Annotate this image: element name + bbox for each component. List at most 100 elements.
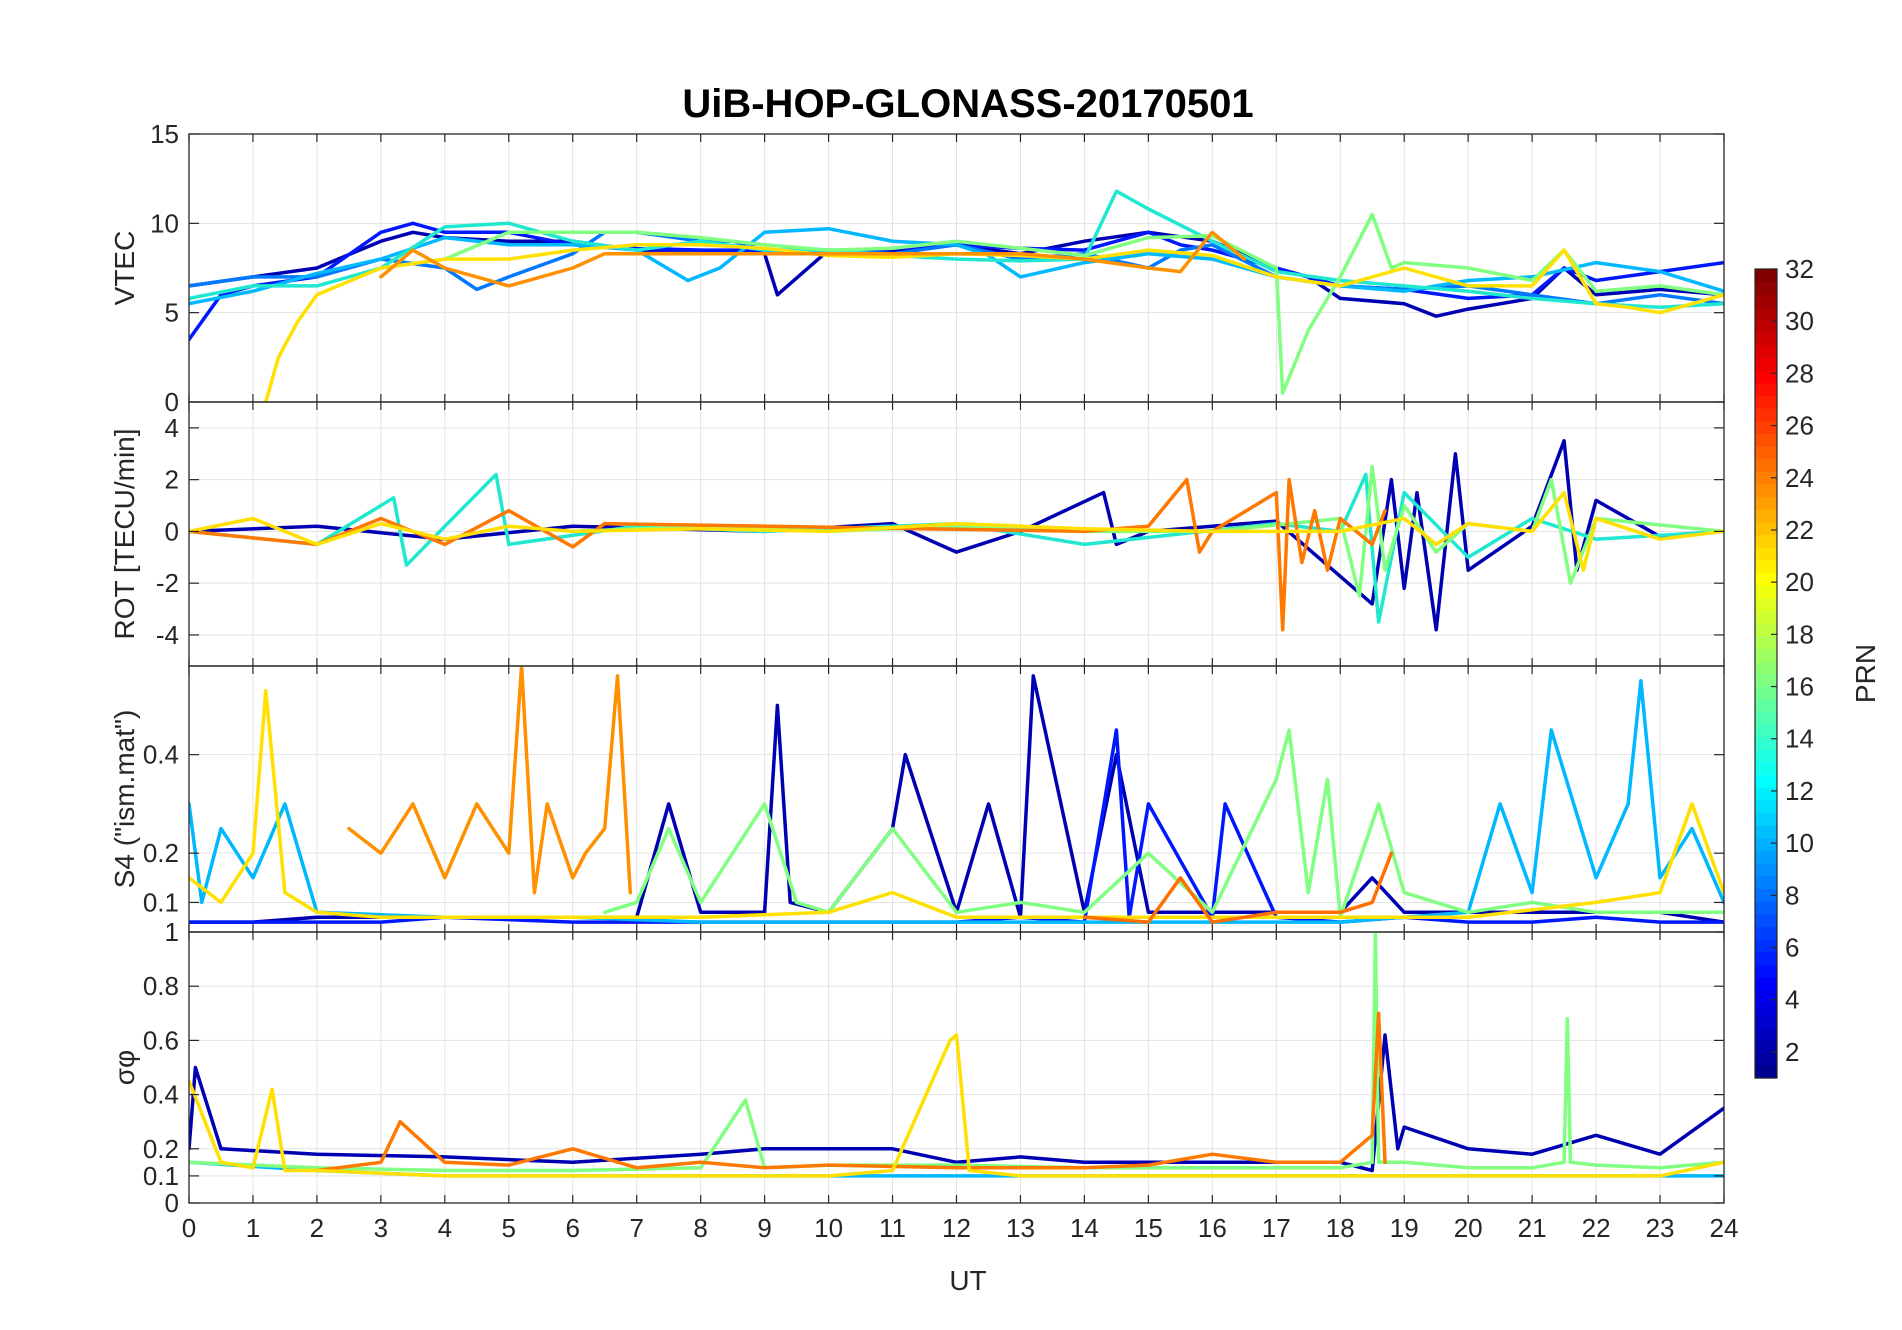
y-tick-label: 0.2: [143, 1134, 179, 1164]
colorbar-swatch: [1755, 547, 1777, 561]
colorbar-tick-label: 2: [1785, 1037, 1799, 1067]
colorbar-swatch: [1755, 913, 1777, 927]
series-group: [189, 932, 1724, 1178]
series-prn-23: [379, 230, 1247, 288]
colorbar-swatch: [1755, 989, 1777, 1003]
x-axis-label: UT: [949, 1265, 986, 1296]
colorbar-swatch: [1755, 294, 1777, 308]
colorbar-swatch: [1755, 901, 1777, 915]
colorbar-swatch: [1755, 395, 1777, 409]
y-tick-label: 0.1: [143, 887, 179, 917]
colorbar-tick-label: 24: [1785, 463, 1814, 493]
colorbar-swatch: [1755, 521, 1777, 536]
y-tick-label: 0: [165, 1188, 179, 1218]
colorbar-swatch: [1755, 585, 1777, 599]
series-prn-23: [189, 477, 1387, 632]
colorbar-swatch: [1755, 825, 1777, 839]
x-tick-label: 16: [1198, 1213, 1227, 1243]
x-tick-label: 20: [1454, 1213, 1483, 1243]
colorbar-swatch: [1755, 1014, 1777, 1029]
x-tick-label: 8: [693, 1213, 707, 1243]
colorbar-tick-label: 16: [1785, 672, 1814, 702]
chart-title: UiB-HOP-GLONASS-20170501: [682, 82, 1253, 126]
colorbar-swatch: [1755, 888, 1777, 902]
y-tick-label: 0.2: [143, 838, 179, 868]
colorbar-tick-label: 20: [1785, 567, 1814, 597]
colorbar-swatch: [1755, 837, 1777, 852]
colorbar-swatch: [1755, 1040, 1777, 1054]
series-prn-20: [264, 243, 1724, 402]
colorbar-tick-label: 4: [1785, 985, 1799, 1015]
colorbar-swatch: [1755, 496, 1777, 510]
series-prn-23: [347, 666, 633, 895]
colorbar-swatch: [1755, 698, 1777, 713]
x-tick-label: 7: [629, 1213, 643, 1243]
series-prn-20: [189, 1033, 1724, 1178]
colorbar-swatch: [1755, 648, 1777, 662]
y-axis-label: S4 ("ism.mat"): [109, 710, 140, 889]
colorbar-swatch: [1755, 1002, 1777, 1016]
colorbar-label: PRN: [1850, 644, 1881, 703]
series-prn-17: [379, 212, 1724, 395]
panel-sigma_phi: 00.10.2 0.4 0.6 0.8 1 σφ: [109, 917, 1725, 1218]
series-prn-20: [189, 490, 1724, 572]
series-prn-17: [571, 464, 1724, 598]
colorbar-swatch: [1755, 711, 1777, 725]
x-tick-label: 2: [310, 1213, 324, 1243]
y-tick-label: 15: [150, 119, 179, 149]
colorbar-swatch: [1755, 875, 1777, 889]
x-tick-label: 21: [1518, 1213, 1547, 1243]
colorbar-tick-label: 14: [1785, 724, 1814, 754]
colorbar-swatch: [1755, 635, 1777, 649]
x-tick-label: 9: [757, 1213, 771, 1243]
series-prn-11: [189, 226, 1724, 306]
colorbar-swatch: [1755, 976, 1777, 991]
colorbar-swatch: [1755, 332, 1777, 346]
colorbar-frame: [1754, 268, 1778, 1079]
colorbar-swatch: [1755, 787, 1777, 801]
colorbar-swatch: [1755, 622, 1777, 637]
series-group: [189, 439, 1724, 632]
x-tick-label: 18: [1326, 1213, 1355, 1243]
colorbar-swatch: [1755, 863, 1777, 877]
colorbar-swatch: [1755, 686, 1777, 700]
colorbar-swatch: [1755, 471, 1777, 485]
colorbar-swatch: [1755, 357, 1777, 371]
x-tick-label: 14: [1070, 1213, 1099, 1243]
colorbar-tick-label: 28: [1785, 358, 1814, 388]
series-prn-13: [189, 472, 1724, 624]
x-tick-label: 6: [566, 1213, 580, 1243]
y-tick-label: 0.4: [143, 740, 179, 770]
series-prn-17: [189, 932, 1724, 1173]
series-prn-23: [315, 1011, 1387, 1173]
colorbar-swatch: [1755, 382, 1777, 397]
colorbar-tick-label: 12: [1785, 776, 1814, 806]
colorbar-tick-label: 6: [1785, 933, 1799, 963]
colorbar-swatch: [1755, 660, 1777, 675]
colorbar-swatch: [1755, 509, 1777, 523]
series-prn-4: [189, 728, 1724, 924]
y-tick-label: 0.8: [143, 971, 179, 1001]
colorbar-swatch: [1755, 344, 1777, 359]
colorbar-tick-label: 10: [1785, 828, 1814, 858]
colorbar-swatch: [1755, 610, 1777, 624]
colorbar-swatch: [1755, 736, 1777, 750]
x-tick-label: 13: [1006, 1213, 1035, 1243]
colorbar-swatch: [1755, 964, 1777, 978]
colorbar-tick-label: 30: [1785, 306, 1814, 336]
x-tick-label: 10: [814, 1213, 843, 1243]
colorbar-swatch: [1755, 483, 1777, 498]
x-tick-label: 4: [438, 1213, 452, 1243]
x-tick-label: 3: [374, 1213, 388, 1243]
colorbar-swatch: [1755, 370, 1777, 384]
colorbar-swatch: [1755, 938, 1777, 953]
colorbar-swatch: [1755, 761, 1777, 776]
colorbar-swatch: [1755, 458, 1777, 472]
colorbar-swatch: [1755, 433, 1777, 447]
x-tick-label: 0: [182, 1213, 196, 1243]
colorbar-swatch: [1755, 572, 1777, 586]
y-tick-label: 5: [165, 298, 179, 328]
y-tick-label: 10: [150, 208, 179, 238]
